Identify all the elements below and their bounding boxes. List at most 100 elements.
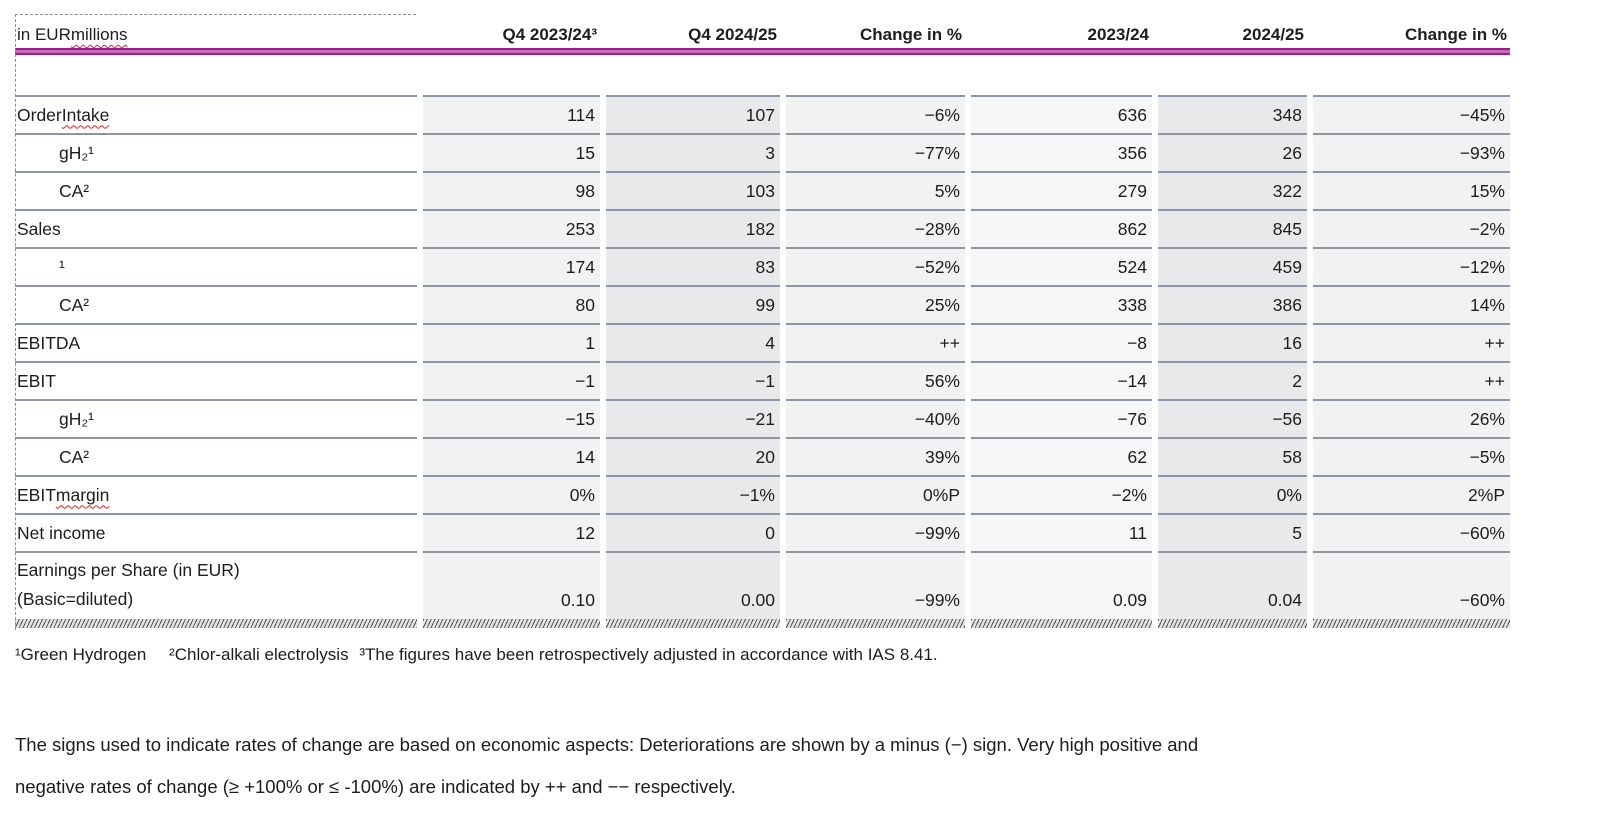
value-cell: −76 <box>971 399 1152 437</box>
value-cell: 16 <box>1158 323 1307 361</box>
row-label: gH₂¹ <box>15 399 417 437</box>
value-cell: 5 <box>1158 513 1307 551</box>
value-cell: 25% <box>786 285 965 323</box>
row-label: gH₂¹ <box>15 133 417 171</box>
frame-top-border <box>15 14 416 15</box>
value-cell: 12 <box>423 513 600 551</box>
hatch-border-cell <box>15 619 417 628</box>
value-cell: 14% <box>1313 285 1510 323</box>
value-cell: −12% <box>1313 247 1510 285</box>
header-accent-rule <box>15 48 1510 55</box>
hatch-border-cell <box>606 619 780 628</box>
spellcheck-underline: Intake <box>61 104 110 125</box>
value-cell: 56% <box>786 361 965 399</box>
value-cell: 15 <box>423 133 600 171</box>
row-label: EBIT margin <box>15 475 417 513</box>
row-label: CA² <box>15 437 417 475</box>
value-cell: 356 <box>971 133 1152 171</box>
value-cell: 98 <box>423 171 600 209</box>
unit-label: in EUR millions <box>17 25 128 44</box>
value-cell: 0.00 <box>606 551 780 619</box>
hatch-border-cell <box>971 619 1152 628</box>
row-label: Earnings per Share (in EUR) (Basic=dilute… <box>15 551 417 619</box>
value-cell: −28% <box>786 209 965 247</box>
row-label: Sales <box>15 209 417 247</box>
column-header: 2023/24 <box>1087 25 1149 44</box>
value-cell: 322 <box>1158 171 1307 209</box>
value-cell: 348 <box>1158 95 1307 133</box>
value-cell: 15% <box>1313 171 1510 209</box>
value-cell: −99% <box>786 551 965 619</box>
column-header: Q4 2023/24³ <box>502 25 597 44</box>
value-cell: −6% <box>786 95 965 133</box>
value-cell: −40% <box>786 399 965 437</box>
table-spacer <box>15 55 1510 95</box>
row-label: EBITDA <box>15 323 417 361</box>
value-cell: 26% <box>1313 399 1510 437</box>
footnote-ias-adjustment: ³The figures have been retrospectively a… <box>359 645 938 664</box>
hatch-border-cell <box>786 619 965 628</box>
value-cell: 862 <box>971 209 1152 247</box>
value-cell: 4 <box>606 323 780 361</box>
row-label: Net income <box>15 513 417 551</box>
spellcheck-underline: millions <box>70 25 128 44</box>
value-cell: 182 <box>606 209 780 247</box>
column-header: 2024/25 <box>1242 25 1304 44</box>
value-cell: −1 <box>423 361 600 399</box>
hatch-border-cell <box>423 619 600 628</box>
footnotes-line: ¹Green Hydrogen ²Chlor-alkali electrolys… <box>15 645 938 665</box>
value-cell: −45% <box>1313 95 1510 133</box>
value-cell: ++ <box>1313 361 1510 399</box>
value-cell: 0.09 <box>971 551 1152 619</box>
value-cell: 2%P <box>1313 475 1510 513</box>
rate-change-note: The signs used to indicate rates of chan… <box>15 724 1315 808</box>
value-cell: 1 <box>423 323 600 361</box>
value-cell: −2% <box>1313 209 1510 247</box>
value-cell: −56 <box>1158 399 1307 437</box>
value-cell: ++ <box>786 323 965 361</box>
row-label: CA² <box>15 171 417 209</box>
value-cell: −77% <box>786 133 965 171</box>
row-label: Order Intake <box>15 95 417 133</box>
value-cell: −8 <box>971 323 1152 361</box>
value-cell: 103 <box>606 171 780 209</box>
value-cell: 14 <box>423 437 600 475</box>
value-cell: 174 <box>423 247 600 285</box>
row-label: CA² <box>15 285 417 323</box>
table-frame: in EUR millions Q4 2023/24³ Q4 2024/25 Chan… <box>15 14 1510 630</box>
value-cell: −60% <box>1313 513 1510 551</box>
value-cell: −52% <box>786 247 965 285</box>
value-cell: 114 <box>423 95 600 133</box>
financial-table: in EUR millions Q4 2023/24³ Q4 2024/25 Chan… <box>15 14 1510 628</box>
column-header: Q4 2024/25 <box>688 25 777 44</box>
value-cell: 80 <box>423 285 600 323</box>
value-cell: 107 <box>606 95 780 133</box>
row-label: EBIT <box>15 361 417 399</box>
value-cell: 3 <box>606 133 780 171</box>
value-cell: −14 <box>971 361 1152 399</box>
value-cell: 58 <box>1158 437 1307 475</box>
value-cell: 524 <box>971 247 1152 285</box>
value-cell: 39% <box>786 437 965 475</box>
hatch-border-cell <box>1158 619 1307 628</box>
hatch-border-cell <box>1313 619 1510 628</box>
spellcheck-underline: margin <box>55 484 110 505</box>
value-cell: 20 <box>606 437 780 475</box>
footnote-green-hydrogen: ¹Green Hydrogen <box>15 645 147 664</box>
footnote-chlor-alkali: ²Chlor-alkali electrolysis <box>169 645 349 664</box>
value-cell: 279 <box>971 171 1152 209</box>
note-line-1: The signs used to indicate rates of chan… <box>15 734 1199 755</box>
value-cell: ++ <box>1313 323 1510 361</box>
value-cell: 83 <box>606 247 780 285</box>
value-cell: 0% <box>1158 475 1307 513</box>
value-cell: 99 <box>606 285 780 323</box>
value-cell: −2% <box>971 475 1152 513</box>
note-line-2: negative rates of change (≥ +100% or ≤ -… <box>15 776 736 797</box>
value-cell: 5% <box>786 171 965 209</box>
value-cell: 0%P <box>786 475 965 513</box>
value-cell: 0.10 <box>423 551 600 619</box>
value-cell: 0.04 <box>1158 551 1307 619</box>
value-cell: 11 <box>971 513 1152 551</box>
value-cell: −15 <box>423 399 600 437</box>
